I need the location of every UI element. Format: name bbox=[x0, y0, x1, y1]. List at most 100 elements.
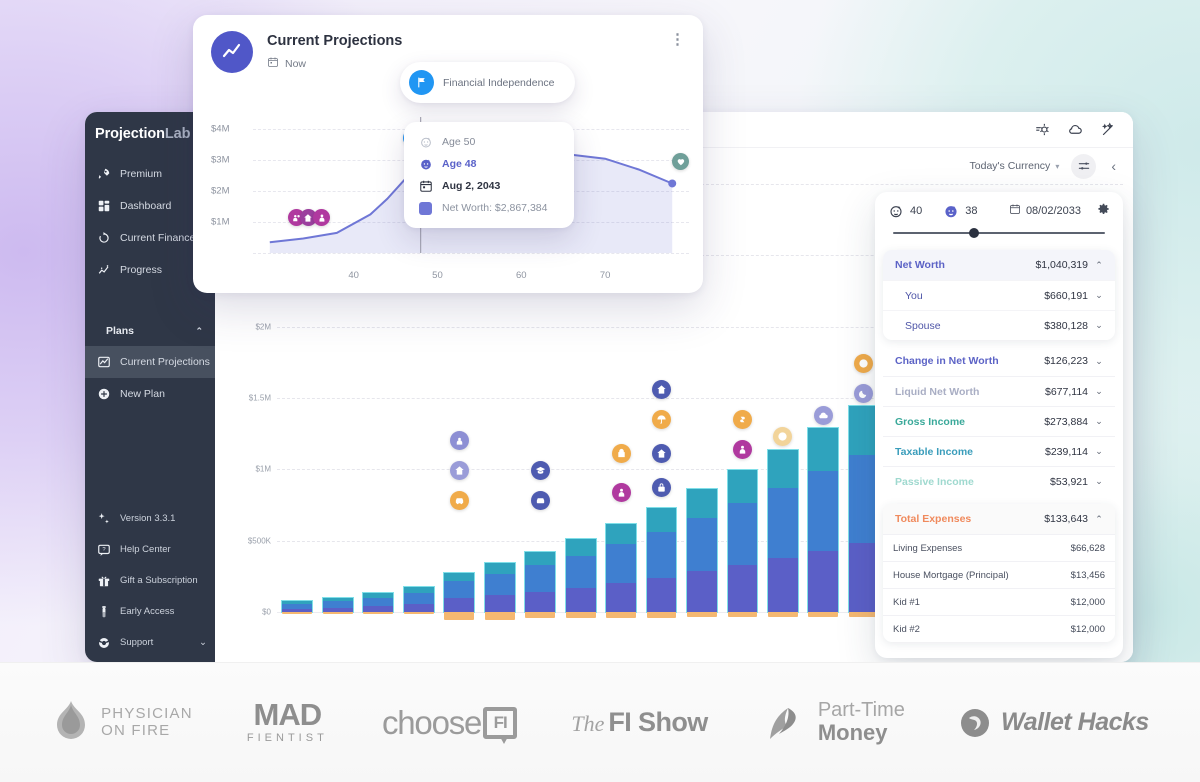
summary-date[interactable]: 08/02/2033 bbox=[1009, 203, 1081, 218]
expense-bar[interactable] bbox=[848, 611, 879, 617]
chart-bar[interactable] bbox=[605, 522, 637, 613]
summary-metric-row[interactable]: Taxable Income $239,114 ⌄ bbox=[883, 436, 1115, 466]
expense-bar[interactable] bbox=[403, 611, 434, 615]
expense-bar[interactable] bbox=[484, 611, 515, 621]
milestone-coin-icon[interactable] bbox=[773, 426, 793, 446]
chevron-down-icon[interactable]: ⌄ bbox=[1095, 476, 1103, 486]
milestone-kid-icon[interactable] bbox=[449, 431, 469, 451]
currency-selector[interactable]: Today's Currency ▾ bbox=[970, 160, 1060, 172]
sidebar-item-gift-subscription[interactable]: Gift a Subscription bbox=[85, 565, 215, 596]
net-worth-row[interactable]: Net Worth $1,040,319 ⌃ bbox=[883, 250, 1115, 280]
milestone-graduation-icon[interactable] bbox=[530, 461, 550, 481]
chevron-down-icon[interactable]: ⌄ bbox=[1095, 290, 1103, 300]
milestone-moon-icon[interactable] bbox=[854, 384, 874, 404]
milestone-umbrella-icon[interactable] bbox=[652, 409, 672, 429]
net-worth-spouse-row[interactable]: Spouse $380,128 ⌄ bbox=[883, 310, 1115, 340]
chevron-down-icon[interactable]: ⌄ bbox=[1095, 446, 1103, 456]
expense-row[interactable]: Living Expenses $66,628 bbox=[883, 534, 1115, 561]
chevron-up-icon[interactable]: ⌃ bbox=[195, 325, 203, 336]
milestone-home-icon[interactable] bbox=[449, 461, 469, 481]
chevron-down-icon[interactable]: ⌄ bbox=[1095, 386, 1103, 396]
financial-independence-badge[interactable]: Financial Independence bbox=[400, 62, 575, 103]
chart-bar[interactable] bbox=[483, 561, 516, 613]
sidebar-item-early-access[interactable]: Early Access bbox=[85, 596, 215, 627]
chevron-down-icon[interactable]: ⌄ bbox=[1095, 416, 1103, 426]
sidebar-section-plans[interactable]: Plans ⌃ bbox=[85, 316, 215, 346]
milestone-car-icon[interactable] bbox=[449, 491, 469, 511]
milestone-home2-icon[interactable] bbox=[652, 444, 672, 464]
chevron-down-icon[interactable]: ⌄ bbox=[1095, 320, 1103, 330]
summary-metric-row[interactable]: Change in Net Worth $126,223 ⌄ bbox=[883, 346, 1115, 376]
chart-bar[interactable] bbox=[645, 506, 678, 613]
chevron-down-icon[interactable]: ⌄ bbox=[199, 637, 207, 648]
expense-bar[interactable] bbox=[727, 611, 758, 618]
sidebar-item-progress[interactable]: Progress bbox=[85, 254, 215, 286]
slider-handle[interactable] bbox=[969, 228, 980, 238]
milestone-house-icon[interactable] bbox=[652, 379, 672, 399]
chart-bar[interactable] bbox=[686, 488, 718, 613]
line-home-icon[interactable] bbox=[299, 208, 317, 226]
metric-label: Liquid Net Worth bbox=[895, 385, 980, 398]
summary-metric-row[interactable]: Passive Income $53,921 ⌄ bbox=[883, 466, 1115, 496]
sidebar-item-current-finances[interactable]: Current Finances bbox=[85, 222, 215, 254]
expense-row[interactable]: House Mortgage (Principal) $13,456 bbox=[883, 561, 1115, 588]
expense-bar[interactable] bbox=[565, 611, 596, 618]
total-expenses-row[interactable]: Total Expenses $133,643 ⌃ bbox=[883, 504, 1115, 534]
expense-bar[interactable] bbox=[444, 611, 475, 621]
line-person-icon[interactable] bbox=[313, 208, 331, 226]
expense-bar[interactable] bbox=[808, 611, 839, 617]
milestone-lock-icon[interactable] bbox=[652, 478, 672, 498]
milestone-cloud-icon[interactable] bbox=[813, 405, 833, 425]
sliders-icon[interactable] bbox=[1071, 153, 1097, 179]
expense-value: $12,000 bbox=[1070, 623, 1105, 635]
expense-row[interactable]: Kid #2 $12,000 bbox=[883, 615, 1115, 642]
chart-bar[interactable] bbox=[807, 426, 840, 613]
line-heart-icon[interactable] bbox=[672, 153, 690, 170]
sidebar-item-current-projections[interactable]: Current Projections bbox=[85, 346, 215, 378]
net-worth-you-row[interactable]: You $660,191 ⌄ bbox=[883, 280, 1115, 310]
milestone-person-icon[interactable] bbox=[611, 482, 631, 502]
sidebar-item-dashboard[interactable]: Dashboard bbox=[85, 190, 215, 222]
chevron-up-icon[interactable]: ⌃ bbox=[1095, 513, 1103, 524]
sidebar-item-help-center[interactable]: ? Help Center bbox=[85, 534, 215, 565]
chart-bar[interactable] bbox=[524, 550, 557, 613]
expense-bar[interactable] bbox=[606, 611, 636, 618]
expense-bar[interactable] bbox=[282, 611, 313, 615]
milestone-person2-icon[interactable] bbox=[732, 439, 752, 459]
milestone-coin2-icon[interactable] bbox=[854, 354, 874, 374]
chart-bar[interactable] bbox=[847, 404, 880, 613]
sidebar-item-premium[interactable]: Premium bbox=[85, 158, 215, 190]
summary-metric-row[interactable]: Gross Income $273,884 ⌄ bbox=[883, 406, 1115, 436]
chart-bar[interactable] bbox=[362, 592, 395, 613]
chevron-down-icon[interactable]: ⌄ bbox=[1095, 355, 1103, 366]
expense-bar[interactable] bbox=[322, 611, 353, 615]
chart-bar[interactable] bbox=[564, 537, 597, 613]
expense-bar[interactable] bbox=[363, 611, 394, 615]
milestone-money-icon[interactable] bbox=[732, 409, 752, 429]
sidebar-item-new-plan[interactable]: New Plan bbox=[85, 378, 215, 410]
chart-bar[interactable] bbox=[726, 469, 759, 613]
chart-bar[interactable] bbox=[766, 448, 799, 613]
milestone-savings-icon[interactable] bbox=[611, 444, 631, 464]
collapse-panel-button[interactable]: ‹ bbox=[1111, 158, 1116, 174]
timeline-slider[interactable] bbox=[893, 228, 1105, 238]
summary-metric-row[interactable]: Liquid Net Worth $677,114 ⌄ bbox=[883, 376, 1115, 406]
chevron-up-icon[interactable]: ⌃ bbox=[1095, 259, 1103, 270]
cloud-icon[interactable] bbox=[1067, 121, 1084, 138]
expense-bar[interactable] bbox=[767, 611, 798, 617]
sidebar-item-support[interactable]: Support ⌄ bbox=[85, 627, 215, 658]
expense-row[interactable]: Kid #1 $12,000 bbox=[883, 588, 1115, 615]
gear-icon[interactable] bbox=[1097, 202, 1111, 219]
sidebar-item-version[interactable]: Version 3.3.1 bbox=[85, 503, 215, 534]
magic-wand-icon[interactable] bbox=[1100, 121, 1117, 138]
expense-bar[interactable] bbox=[687, 611, 717, 618]
kebab-menu-icon[interactable]: ⋮ bbox=[670, 31, 685, 48]
chart-bar[interactable] bbox=[402, 586, 435, 613]
chart-bar[interactable] bbox=[281, 600, 314, 613]
milestone-car2-icon[interactable] bbox=[530, 491, 550, 511]
expense-bar[interactable] bbox=[525, 611, 556, 618]
expense-bar[interactable] bbox=[646, 611, 677, 618]
chart-bar[interactable] bbox=[443, 571, 476, 613]
chart-bar[interactable] bbox=[321, 596, 354, 613]
settings-gear-icon[interactable] bbox=[1034, 121, 1051, 138]
